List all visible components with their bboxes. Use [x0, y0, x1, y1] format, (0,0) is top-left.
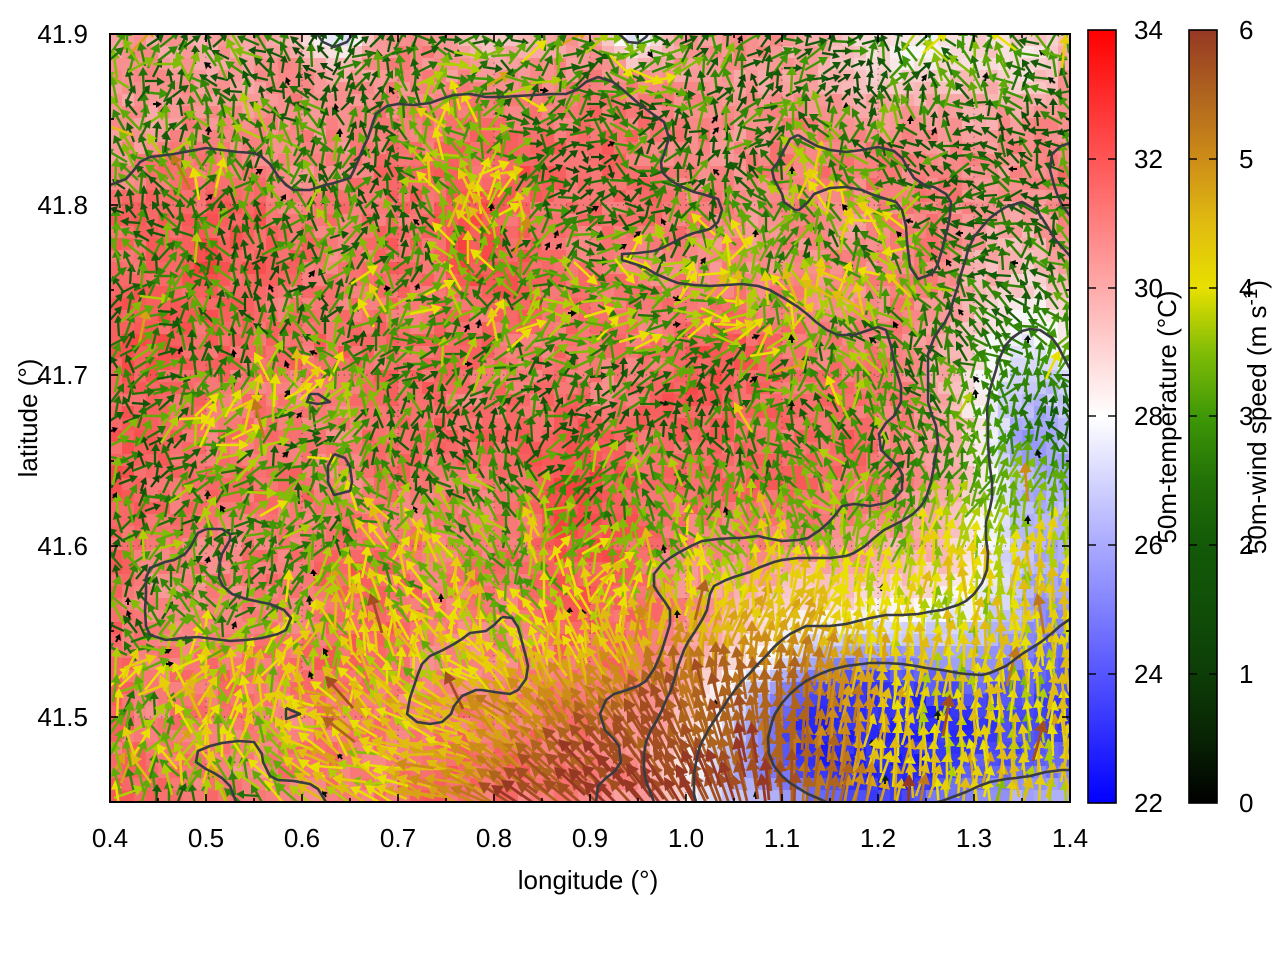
svg-text:41.6: 41.6 [37, 531, 88, 561]
svg-text:41.9: 41.9 [37, 19, 88, 49]
svg-text:5: 5 [1239, 144, 1253, 174]
svg-text:41.7: 41.7 [37, 360, 88, 390]
svg-text:1.4: 1.4 [1052, 823, 1088, 853]
svg-text:0.5: 0.5 [188, 823, 224, 853]
svg-text:1.0: 1.0 [668, 823, 704, 853]
svg-text:latitude (°): latitude (°) [13, 359, 43, 478]
svg-text:0.7: 0.7 [380, 823, 416, 853]
svg-text:1.2: 1.2 [860, 823, 896, 853]
svg-text:22: 22 [1134, 788, 1163, 818]
svg-text:6: 6 [1239, 15, 1253, 45]
svg-text:32: 32 [1134, 144, 1163, 174]
svg-text:34: 34 [1134, 15, 1163, 45]
svg-text:41.5: 41.5 [37, 702, 88, 732]
svg-text:0: 0 [1239, 788, 1253, 818]
svg-text:0.9: 0.9 [572, 823, 608, 853]
svg-text:longitude (°): longitude (°) [518, 865, 658, 895]
svg-text:24: 24 [1134, 659, 1163, 689]
svg-text:0.8: 0.8 [476, 823, 512, 853]
svg-text:1.3: 1.3 [956, 823, 992, 853]
svg-text:50m-temperature (°C): 50m-temperature (°C) [1152, 290, 1182, 543]
svg-text:50m-wind speed (m s-1): 50m-wind speed (m s-1) [1241, 280, 1272, 554]
svg-text:0.4: 0.4 [92, 823, 128, 853]
svg-text:1: 1 [1239, 659, 1253, 689]
svg-text:1.1: 1.1 [764, 823, 800, 853]
svg-text:0.6: 0.6 [284, 823, 320, 853]
svg-text:41.8: 41.8 [37, 190, 88, 220]
